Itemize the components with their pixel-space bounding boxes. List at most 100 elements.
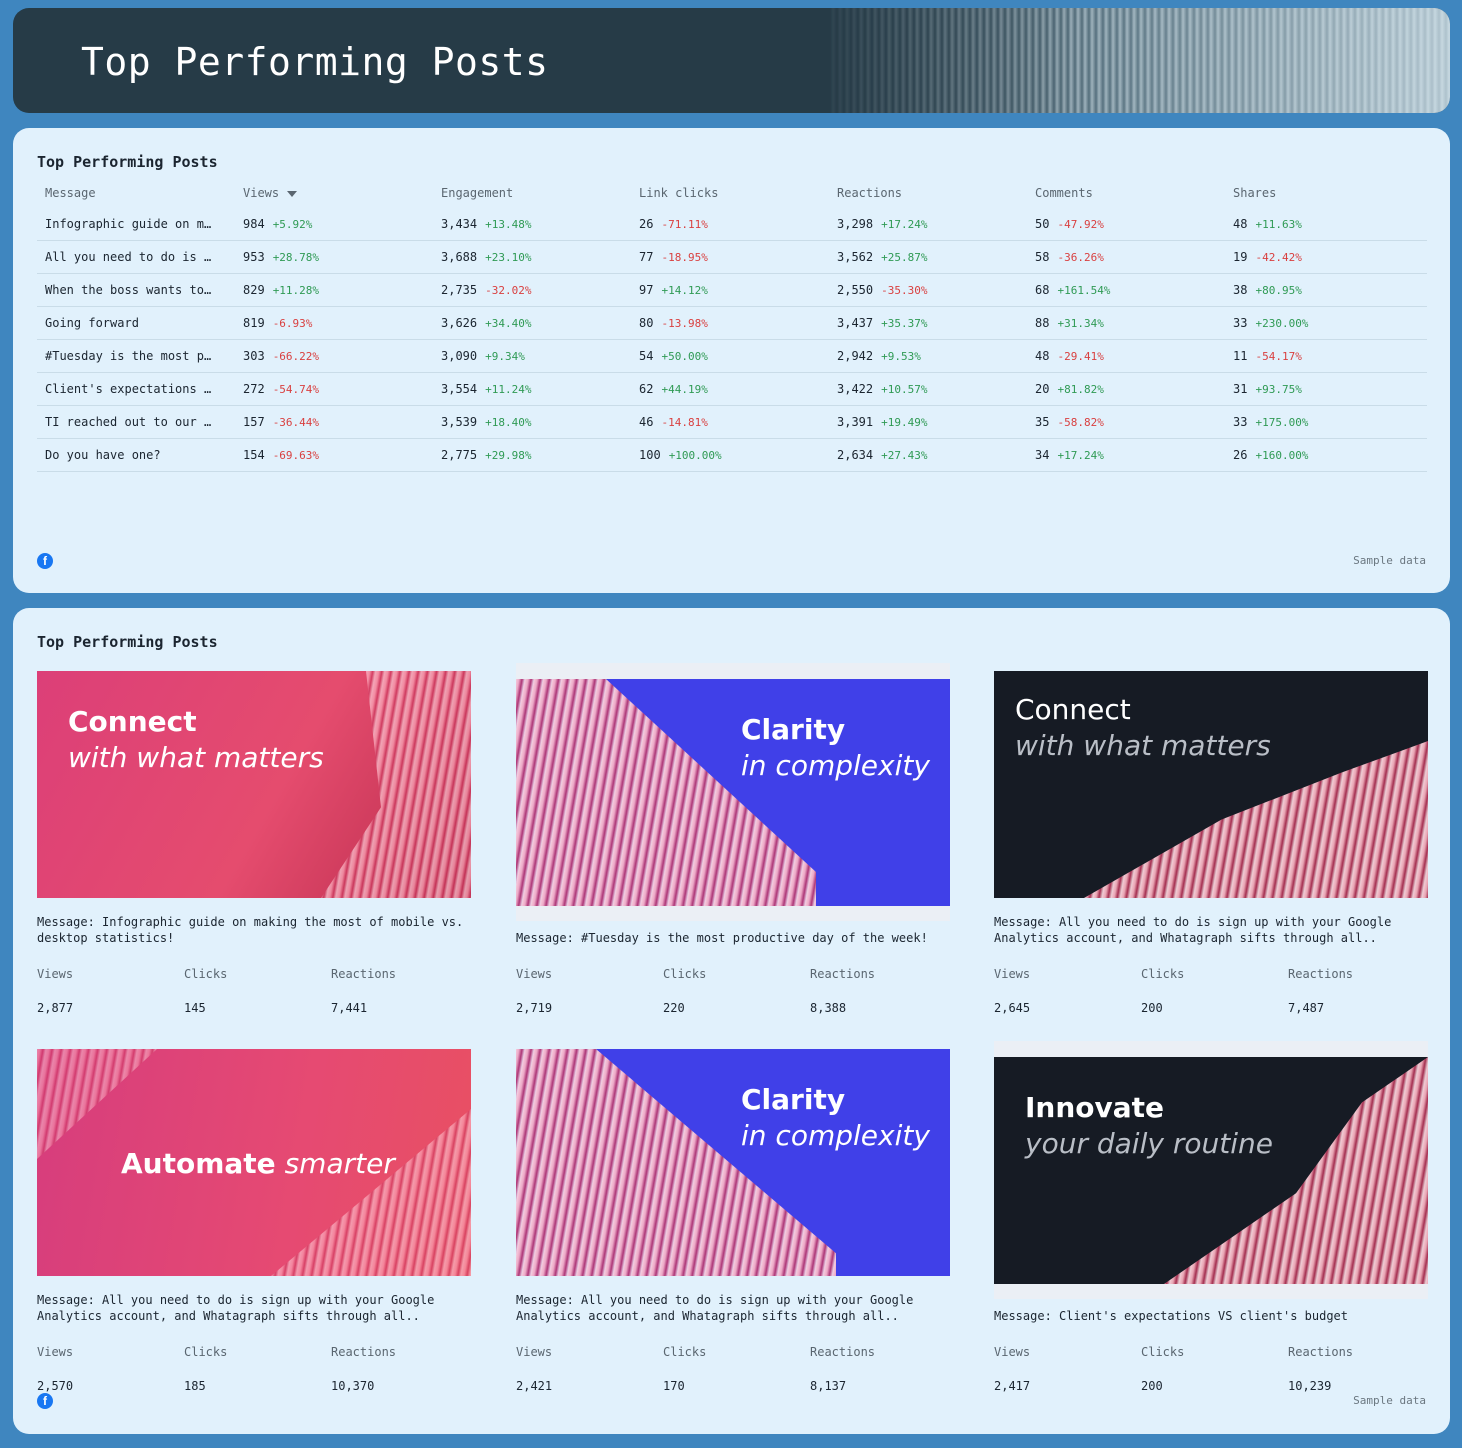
column-header-reactions[interactable]: Reactions [837, 186, 903, 200]
post-image: Clarity in complexity [516, 1049, 950, 1276]
cell-value: 2,550 [837, 283, 874, 297]
cell-views: 157 -36.44% [235, 415, 433, 429]
cell-value: 272 [243, 382, 265, 396]
cell-change: +100.00% [668, 449, 722, 462]
column-header-views[interactable]: Views [235, 186, 433, 208]
post-card[interactable]: Connect with what matters Message: Infog… [37, 671, 471, 1021]
cell-value: 35 [1035, 415, 1050, 429]
cell-change: -36.26% [1057, 251, 1104, 264]
cell-change: +23.10% [485, 251, 532, 264]
table-row[interactable]: Do you have one? 154 -69.63% 2,775 +29.98% 10… [37, 439, 1427, 472]
cell-change: +34.40% [485, 317, 532, 330]
stat-value-reactions: 8,137 [810, 1379, 847, 1393]
stat-label-reactions: Reactions [1288, 967, 1354, 981]
cell-change: +175.00% [1255, 416, 1309, 429]
table-row[interactable]: TI reached out to our … 157 -36.44% 3,539 +1… [37, 406, 1427, 439]
cell-value: 3,391 [837, 415, 874, 429]
cell-value: 829 [243, 283, 265, 297]
table-row[interactable]: When the boss wants to… 829 +11.28% 2,735 -3… [37, 274, 1427, 307]
cell-value: 3,422 [837, 382, 874, 396]
stat-value-clicks: 200 [1141, 1001, 1163, 1015]
stat-label-views: Views [516, 1345, 553, 1359]
column-header-message[interactable]: Message [45, 186, 96, 200]
stat-value-views: 2,421 [516, 1379, 553, 1393]
table-row[interactable]: Going forward 819 -6.93% 3,626 +34.40% 80 -13.… [37, 307, 1427, 340]
cell-views: 819 -6.93% [235, 316, 433, 330]
table-row[interactable]: #Tuesday is the most p… 303 -66.22% 3,090 +9… [37, 340, 1427, 373]
cell-eng: 3,688 +23.10% [433, 250, 631, 264]
cell-change: +14.12% [661, 284, 708, 297]
cell-clicks: 26 -71.11% [631, 217, 829, 231]
cell-change: +25.87% [881, 251, 928, 264]
cell-value: 34 [1035, 448, 1050, 462]
cell-views: 984 +5.92% [235, 217, 433, 231]
post-card[interactable]: Innovate your daily routine Message: Cli… [994, 1041, 1428, 1399]
cell-shares: 19 -42.42% [1225, 250, 1423, 264]
table-row[interactable]: Client's expectations … 272 -54.74% 3,554 +1… [37, 373, 1427, 406]
cell-comm: 48 -29.41% [1027, 349, 1225, 363]
cell-clicks: 100 +100.00% [631, 448, 829, 462]
stat-label-views: Views [37, 967, 74, 981]
cell-change: -36.44% [272, 416, 320, 429]
cell-value: 62 [639, 382, 654, 396]
cell-eng: 3,539 +18.40% [433, 415, 631, 429]
widget-title: Top Performing Posts [37, 153, 218, 171]
post-card[interactable]: Clarity in complexity Message: All you n… [516, 1049, 950, 1399]
cell-value: 303 [243, 349, 265, 363]
page-title: Top Performing Posts [81, 40, 549, 84]
posts-table: Message Views Engagement Link clicks Rea… [37, 186, 1427, 472]
stat-label-reactions: Reactions [810, 1345, 876, 1359]
sort-desc-icon [287, 190, 298, 197]
cell-change: -58.82% [1057, 416, 1104, 429]
cell-value: 58 [1035, 250, 1050, 264]
column-header-engagement[interactable]: Engagement [441, 186, 514, 200]
post-image-subline: your daily routine [1025, 1127, 1273, 1160]
cell-value: 2,942 [837, 349, 874, 363]
stat-value-views: 2,417 [994, 1379, 1031, 1393]
post-card[interactable]: Automate smarter Message: All you need t… [37, 1049, 471, 1399]
cell-value: 68 [1035, 283, 1050, 297]
stat-value-reactions: 10,239 [1288, 1379, 1332, 1393]
stat-value-views: 2,719 [516, 1001, 553, 1015]
cell-change: +9.34% [485, 350, 525, 363]
cell-change: +80.95% [1255, 284, 1302, 297]
cell-change: +11.24% [485, 383, 532, 396]
column-header-link-clicks[interactable]: Link clicks [639, 186, 719, 200]
column-header-comments[interactable]: Comments [1035, 186, 1093, 200]
table-row[interactable]: All you need to do is … 953 +28.78% 3,688 +2… [37, 241, 1427, 274]
column-header-shares[interactable]: Shares [1233, 186, 1277, 200]
cell-change: +10.57% [881, 383, 928, 396]
cell-value: 3,688 [441, 250, 478, 264]
cell-eng: 2,775 +29.98% [433, 448, 631, 462]
cell-change: -54.17% [1255, 350, 1302, 363]
cell-change: +11.63% [1255, 218, 1302, 231]
sample-data-note: Sample data [1353, 554, 1426, 567]
cell-message: Going forward [45, 316, 139, 330]
cell-change: +29.98% [485, 449, 532, 462]
table-row[interactable]: Infographic guide on m… 984 +5.92% 3,434 +13… [37, 208, 1427, 241]
cell-value: 3,539 [441, 415, 478, 429]
table-body: Infographic guide on m… 984 +5.92% 3,434 +13… [37, 208, 1427, 472]
post-card[interactable]: Clarity in complexity Message: #Tuesday … [516, 663, 950, 1021]
cell-eng: 3,554 +11.24% [433, 382, 631, 396]
stat-value-reactions: 7,487 [1288, 1001, 1325, 1015]
cell-comm: 88 +31.34% [1027, 316, 1225, 330]
cell-change: -29.41% [1057, 350, 1104, 363]
cell-value: 2,735 [441, 283, 478, 297]
cell-message: TI reached out to our … [45, 415, 212, 429]
post-image: Clarity in complexity [516, 679, 950, 906]
stat-label-views: Views [37, 1345, 74, 1359]
cell-value: 3,562 [837, 250, 874, 264]
cell-shares: 11 -54.17% [1225, 349, 1423, 363]
cell-change: +9.53% [881, 350, 921, 363]
cell-value: 984 [243, 217, 265, 231]
cell-value: 819 [243, 316, 265, 330]
cell-value: 100 [639, 448, 661, 462]
cell-reac: 3,298 +17.24% [829, 217, 1027, 231]
cell-value: 3,554 [441, 382, 478, 396]
cell-value: 33 [1233, 316, 1248, 330]
post-card[interactable]: Connect with what matters Message: All y… [994, 671, 1428, 1021]
stat-value-reactions: 7,441 [331, 1001, 368, 1015]
cell-eng: 3,090 +9.34% [433, 349, 631, 363]
post-image-headline: Connect [68, 705, 197, 738]
